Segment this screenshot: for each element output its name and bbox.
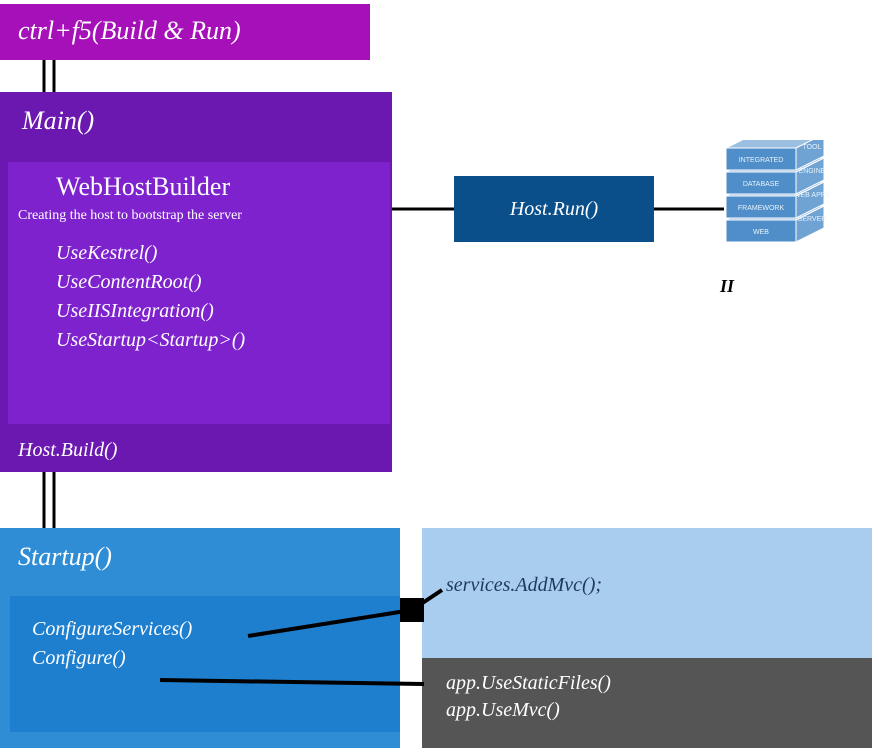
webhostbuilder-box: WebHostBuilder Creating the host to boot… [8,162,390,424]
server-stack-icon: WEB SERVER FRAMEWORK WEB APPS DATABASE ENGINE… [720,140,870,270]
webhost-title: WebHostBuilder [56,172,380,202]
webhost-items: UseKestrel() UseContentRoot() UseIISIntegr… [8,234,390,362]
host-build-label: Host.Build() [18,439,117,461]
configure-label: Configure() [32,647,390,670]
svg-text:INTEGRATED: INTEGRATED [739,157,784,164]
webhost-item: UseKestrel() [56,242,380,265]
ctrlf5-label: ctrl+f5(Build & Run) [18,16,241,46]
main-title: Main() [22,106,94,135]
svg-text:WEB APPS: WEB APPS [794,192,831,199]
configure-services-label: ConfigureServices() [32,618,390,641]
usemvc-box: app.UseStaticFiles() app.UseMvc() [422,658,872,748]
startup-inner-box: ConfigureServices() Configure() [10,596,400,732]
usemvc-label: app.UseMvc() [446,699,862,722]
startup-title: Startup() [18,542,112,571]
server-caption: II [720,276,734,297]
svg-text:TOOL: TOOL [803,144,822,151]
svg-text:WEB: WEB [753,229,769,236]
hostrun-box: Host.Run() [454,176,654,242]
addmvc-label: services.AddMvc(); [446,574,862,597]
hostrun-label: Host.Run() [510,198,598,221]
ctrlf5-box: ctrl+f5(Build & Run) [0,4,370,60]
svg-text:ENGINE: ENGINE [799,168,826,175]
webhost-item: UseContentRoot() [56,271,380,294]
svg-text:DATABASE: DATABASE [743,181,780,188]
svg-text:SERVER: SERVER [798,216,827,223]
connector-square [400,598,424,622]
webhost-item: UseStartup<Startup>() [56,329,380,352]
usestatic-label: app.UseStaticFiles() [446,672,862,695]
webhost-item: UseIISIntegration() [56,300,380,323]
webhost-subtitle: Creating the host to bootstrap the serve… [18,208,380,224]
svg-text:FRAMEWORK: FRAMEWORK [738,205,785,212]
